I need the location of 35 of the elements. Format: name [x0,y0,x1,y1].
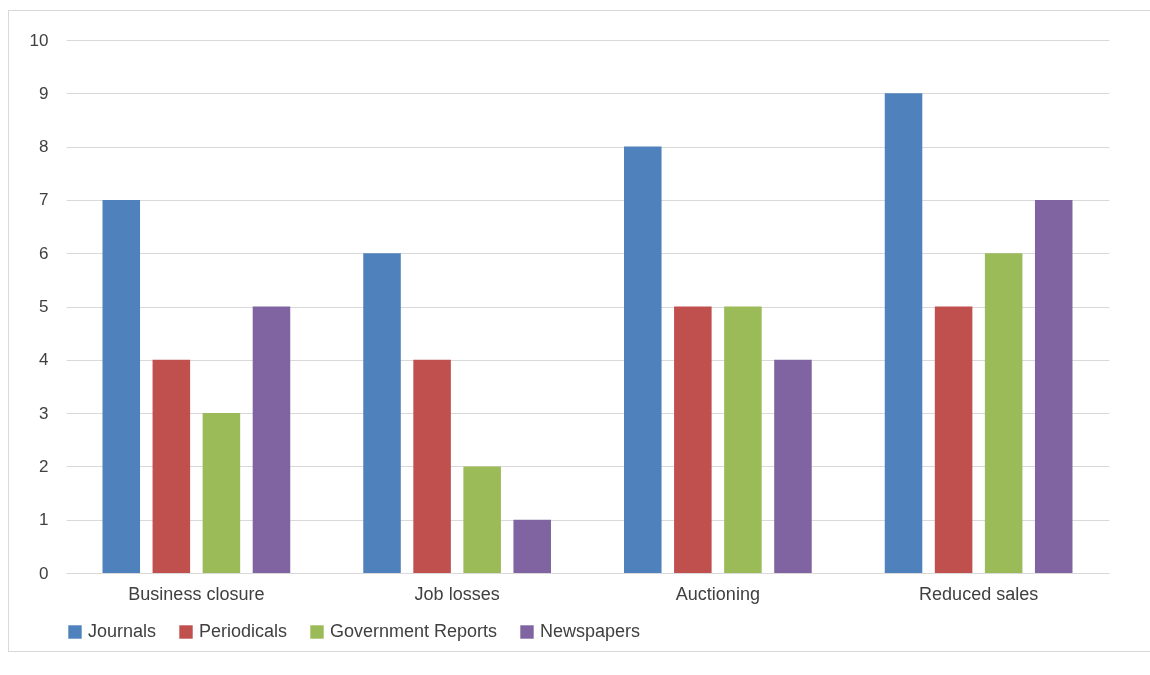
x-tick-label: Auctioning [675,583,760,604]
y-tick-label: 10 [29,30,49,50]
bar [774,359,812,573]
y-tick-label: 0 [39,563,49,583]
bar [934,306,973,573]
bar [1034,199,1073,573]
y-tick-label: 4 [39,350,49,370]
bar [513,519,551,573]
bar [463,466,501,573]
legend-label: Government Reports [330,621,498,641]
y-tick-label: 3 [39,403,49,423]
bar [252,306,291,573]
x-tick-label: Job losses [414,583,500,604]
bar [363,253,401,573]
y-tick-label: 1 [39,510,49,530]
bar [102,199,141,573]
x-tick-label: Reduced sales [919,583,1039,604]
bar [984,253,1023,573]
bar [152,359,191,573]
y-tick-label: 6 [39,243,49,263]
bar [674,306,712,573]
legend-label: Journals [88,621,157,641]
y-tick-label: 9 [39,83,49,103]
bar [413,359,451,573]
y-tick-label: 7 [39,190,49,210]
y-tick-label: 8 [39,137,49,157]
legend-label: Newspapers [540,621,641,641]
y-tick-label: 5 [39,297,49,316]
legend-label: Periodicals [199,621,288,641]
y-tick-label: 2 [39,456,49,476]
x-tick-label: Business closure [128,583,265,604]
bar [724,306,762,573]
bar [202,413,241,573]
bar [624,146,662,573]
bar [884,93,923,573]
